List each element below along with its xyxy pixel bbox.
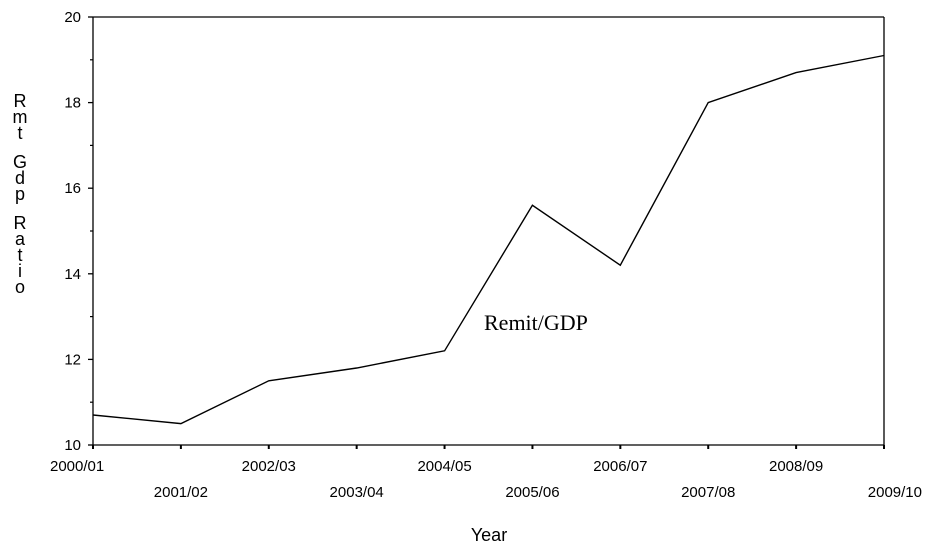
y-tick-label: 20 [64, 9, 81, 26]
series-annotation: Remit/GDP [484, 310, 588, 335]
y-tick-label: 18 [64, 95, 81, 112]
y-tick-label: 12 [64, 351, 81, 368]
x-tick-label: 2007/08 [681, 484, 735, 501]
x-tick-label: 2001/02 [154, 484, 208, 501]
x-tick-label: 2002/03 [242, 458, 296, 475]
y-tick-label: 14 [64, 266, 81, 283]
y-axis-ticks: 10 12 14 16 18 20 [64, 9, 93, 454]
y-tick-label: 16 [64, 180, 81, 197]
x-tick-label: 2000/01 [50, 458, 104, 475]
series-line [92, 54, 885, 425]
x-tick-label: 2008/09 [769, 458, 823, 475]
x-tick-label: 2005/06 [505, 484, 559, 501]
y-tick-label: 10 [64, 437, 81, 454]
x-axis-ticks: 2000/01 2001/02 2002/03 2003/04 2004/05 2005/… [50, 445, 922, 501]
x-tick-label: 2006/07 [593, 458, 647, 475]
x-tick-label: 2004/05 [417, 458, 471, 475]
x-axis-title: Year [471, 525, 507, 545]
x-tick-label: 2009/10 [868, 484, 922, 501]
plot-frame [92, 16, 885, 446]
x-tick-label: 2003/04 [330, 484, 384, 501]
